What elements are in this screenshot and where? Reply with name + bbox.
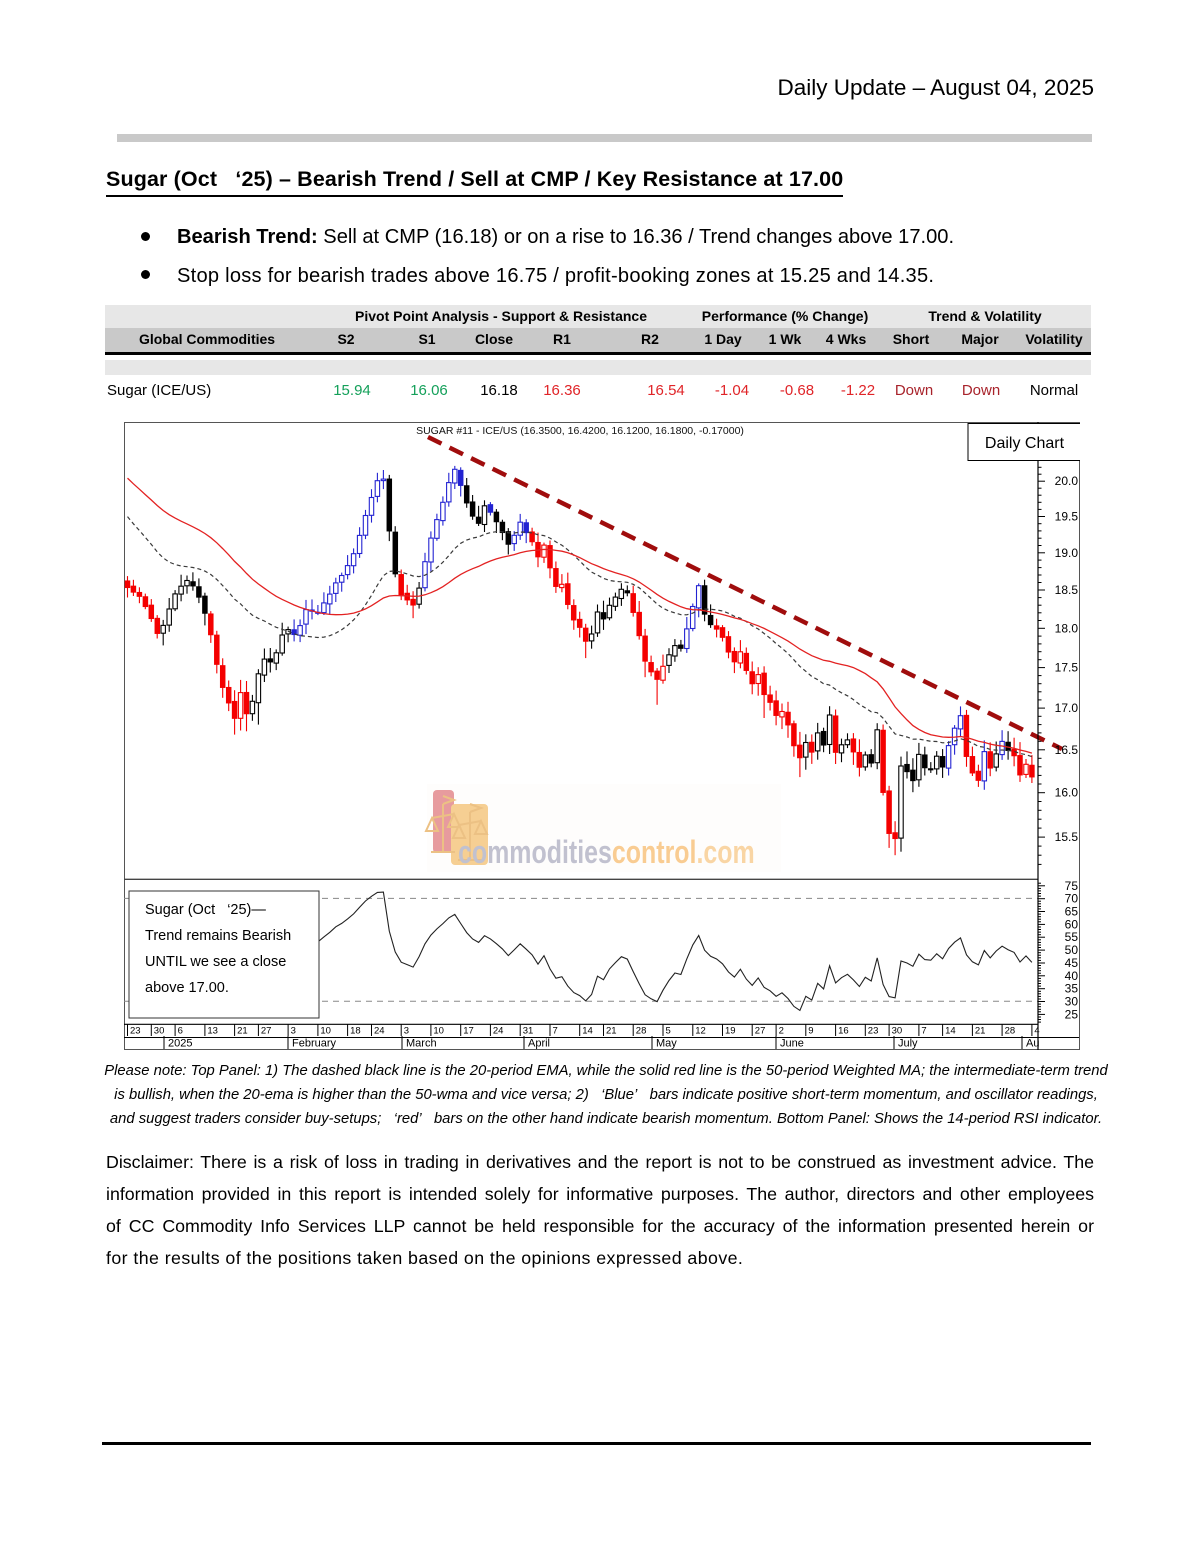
svg-text:30: 30: [892, 1026, 903, 1037]
svg-text:21: 21: [606, 1026, 617, 1037]
svg-text:Trend remains Bearish: Trend remains Bearish: [145, 928, 291, 944]
svg-text:60: 60: [1065, 917, 1079, 931]
svg-text:SUGAR #11 - ICE/US (16.3500, 1: SUGAR #11 - ICE/US (16.3500, 16.4200, 16…: [416, 425, 744, 437]
svg-text:27: 27: [261, 1026, 272, 1037]
svg-text:19.0: 19.0: [1055, 546, 1079, 560]
svg-text:above 17.00.: above 17.00.: [145, 980, 229, 996]
svg-text:14: 14: [945, 1026, 956, 1037]
svg-text:21: 21: [237, 1026, 248, 1037]
svg-text:3: 3: [404, 1026, 409, 1037]
svg-text:55: 55: [1065, 930, 1079, 944]
svg-text:9: 9: [808, 1026, 813, 1037]
svg-text:May: May: [656, 1038, 677, 1050]
svg-text:40: 40: [1065, 969, 1079, 983]
svg-text:13: 13: [207, 1026, 218, 1037]
svg-text:50: 50: [1065, 943, 1079, 957]
svg-text:commoditiescontrol.com: commoditiescontrol.com: [458, 835, 755, 871]
svg-text:17.5: 17.5: [1055, 661, 1079, 675]
svg-text:23: 23: [130, 1026, 141, 1037]
svg-text:20.0: 20.0: [1055, 474, 1079, 488]
svg-text:March: March: [406, 1038, 437, 1050]
svg-text:28: 28: [636, 1026, 647, 1037]
svg-text:65: 65: [1065, 905, 1079, 919]
svg-text:14: 14: [582, 1026, 593, 1037]
svg-text:19.5: 19.5: [1055, 510, 1079, 524]
svg-text:35: 35: [1065, 982, 1079, 996]
svg-text:6: 6: [178, 1026, 183, 1037]
svg-text:16.5: 16.5: [1055, 743, 1079, 757]
svg-text:June: June: [780, 1038, 804, 1050]
svg-text:Au: Au: [1026, 1038, 1039, 1050]
svg-text:12: 12: [695, 1026, 706, 1037]
svg-text:24: 24: [493, 1026, 504, 1037]
svg-text:Daily Chart: Daily Chart: [985, 435, 1065, 452]
svg-text:30: 30: [1065, 995, 1079, 1009]
svg-text:10: 10: [320, 1026, 331, 1037]
svg-text:21: 21: [975, 1026, 986, 1037]
svg-text:4: 4: [1034, 1026, 1039, 1037]
svg-text:28: 28: [1005, 1026, 1016, 1037]
svg-text:UNTIL we see a close: UNTIL we see a close: [145, 954, 286, 970]
svg-text:February: February: [292, 1038, 337, 1050]
svg-text:April: April: [528, 1038, 550, 1050]
svg-text:10: 10: [433, 1026, 444, 1037]
svg-text:45: 45: [1065, 956, 1079, 970]
svg-text:27: 27: [755, 1026, 766, 1037]
svg-text:17: 17: [463, 1026, 474, 1037]
svg-text:7: 7: [553, 1026, 558, 1037]
svg-text:5: 5: [666, 1026, 671, 1037]
svg-text:24: 24: [374, 1026, 385, 1037]
svg-text:70: 70: [1065, 892, 1079, 906]
svg-text:17.0: 17.0: [1055, 701, 1079, 715]
svg-text:18.0: 18.0: [1055, 621, 1079, 635]
svg-text:75: 75: [1065, 879, 1079, 893]
svg-text:2025: 2025: [168, 1038, 192, 1050]
svg-text:31: 31: [523, 1026, 534, 1037]
svg-text:16: 16: [838, 1026, 849, 1037]
svg-text:18.5: 18.5: [1055, 583, 1079, 597]
svg-text:2: 2: [779, 1026, 784, 1037]
svg-text:Sugar (Oct ‘25)—: Sugar (Oct ‘25)—: [145, 902, 266, 918]
svg-text:25: 25: [1065, 1007, 1079, 1021]
svg-text:30: 30: [154, 1026, 165, 1037]
svg-text:16.0: 16.0: [1055, 786, 1079, 800]
svg-text:3: 3: [291, 1026, 296, 1037]
svg-text:18: 18: [350, 1026, 361, 1037]
svg-text:15.5: 15.5: [1055, 830, 1079, 844]
svg-text:7: 7: [921, 1026, 926, 1037]
svg-text:July: July: [898, 1038, 918, 1050]
svg-text:23: 23: [868, 1026, 879, 1037]
svg-text:19: 19: [725, 1026, 736, 1037]
